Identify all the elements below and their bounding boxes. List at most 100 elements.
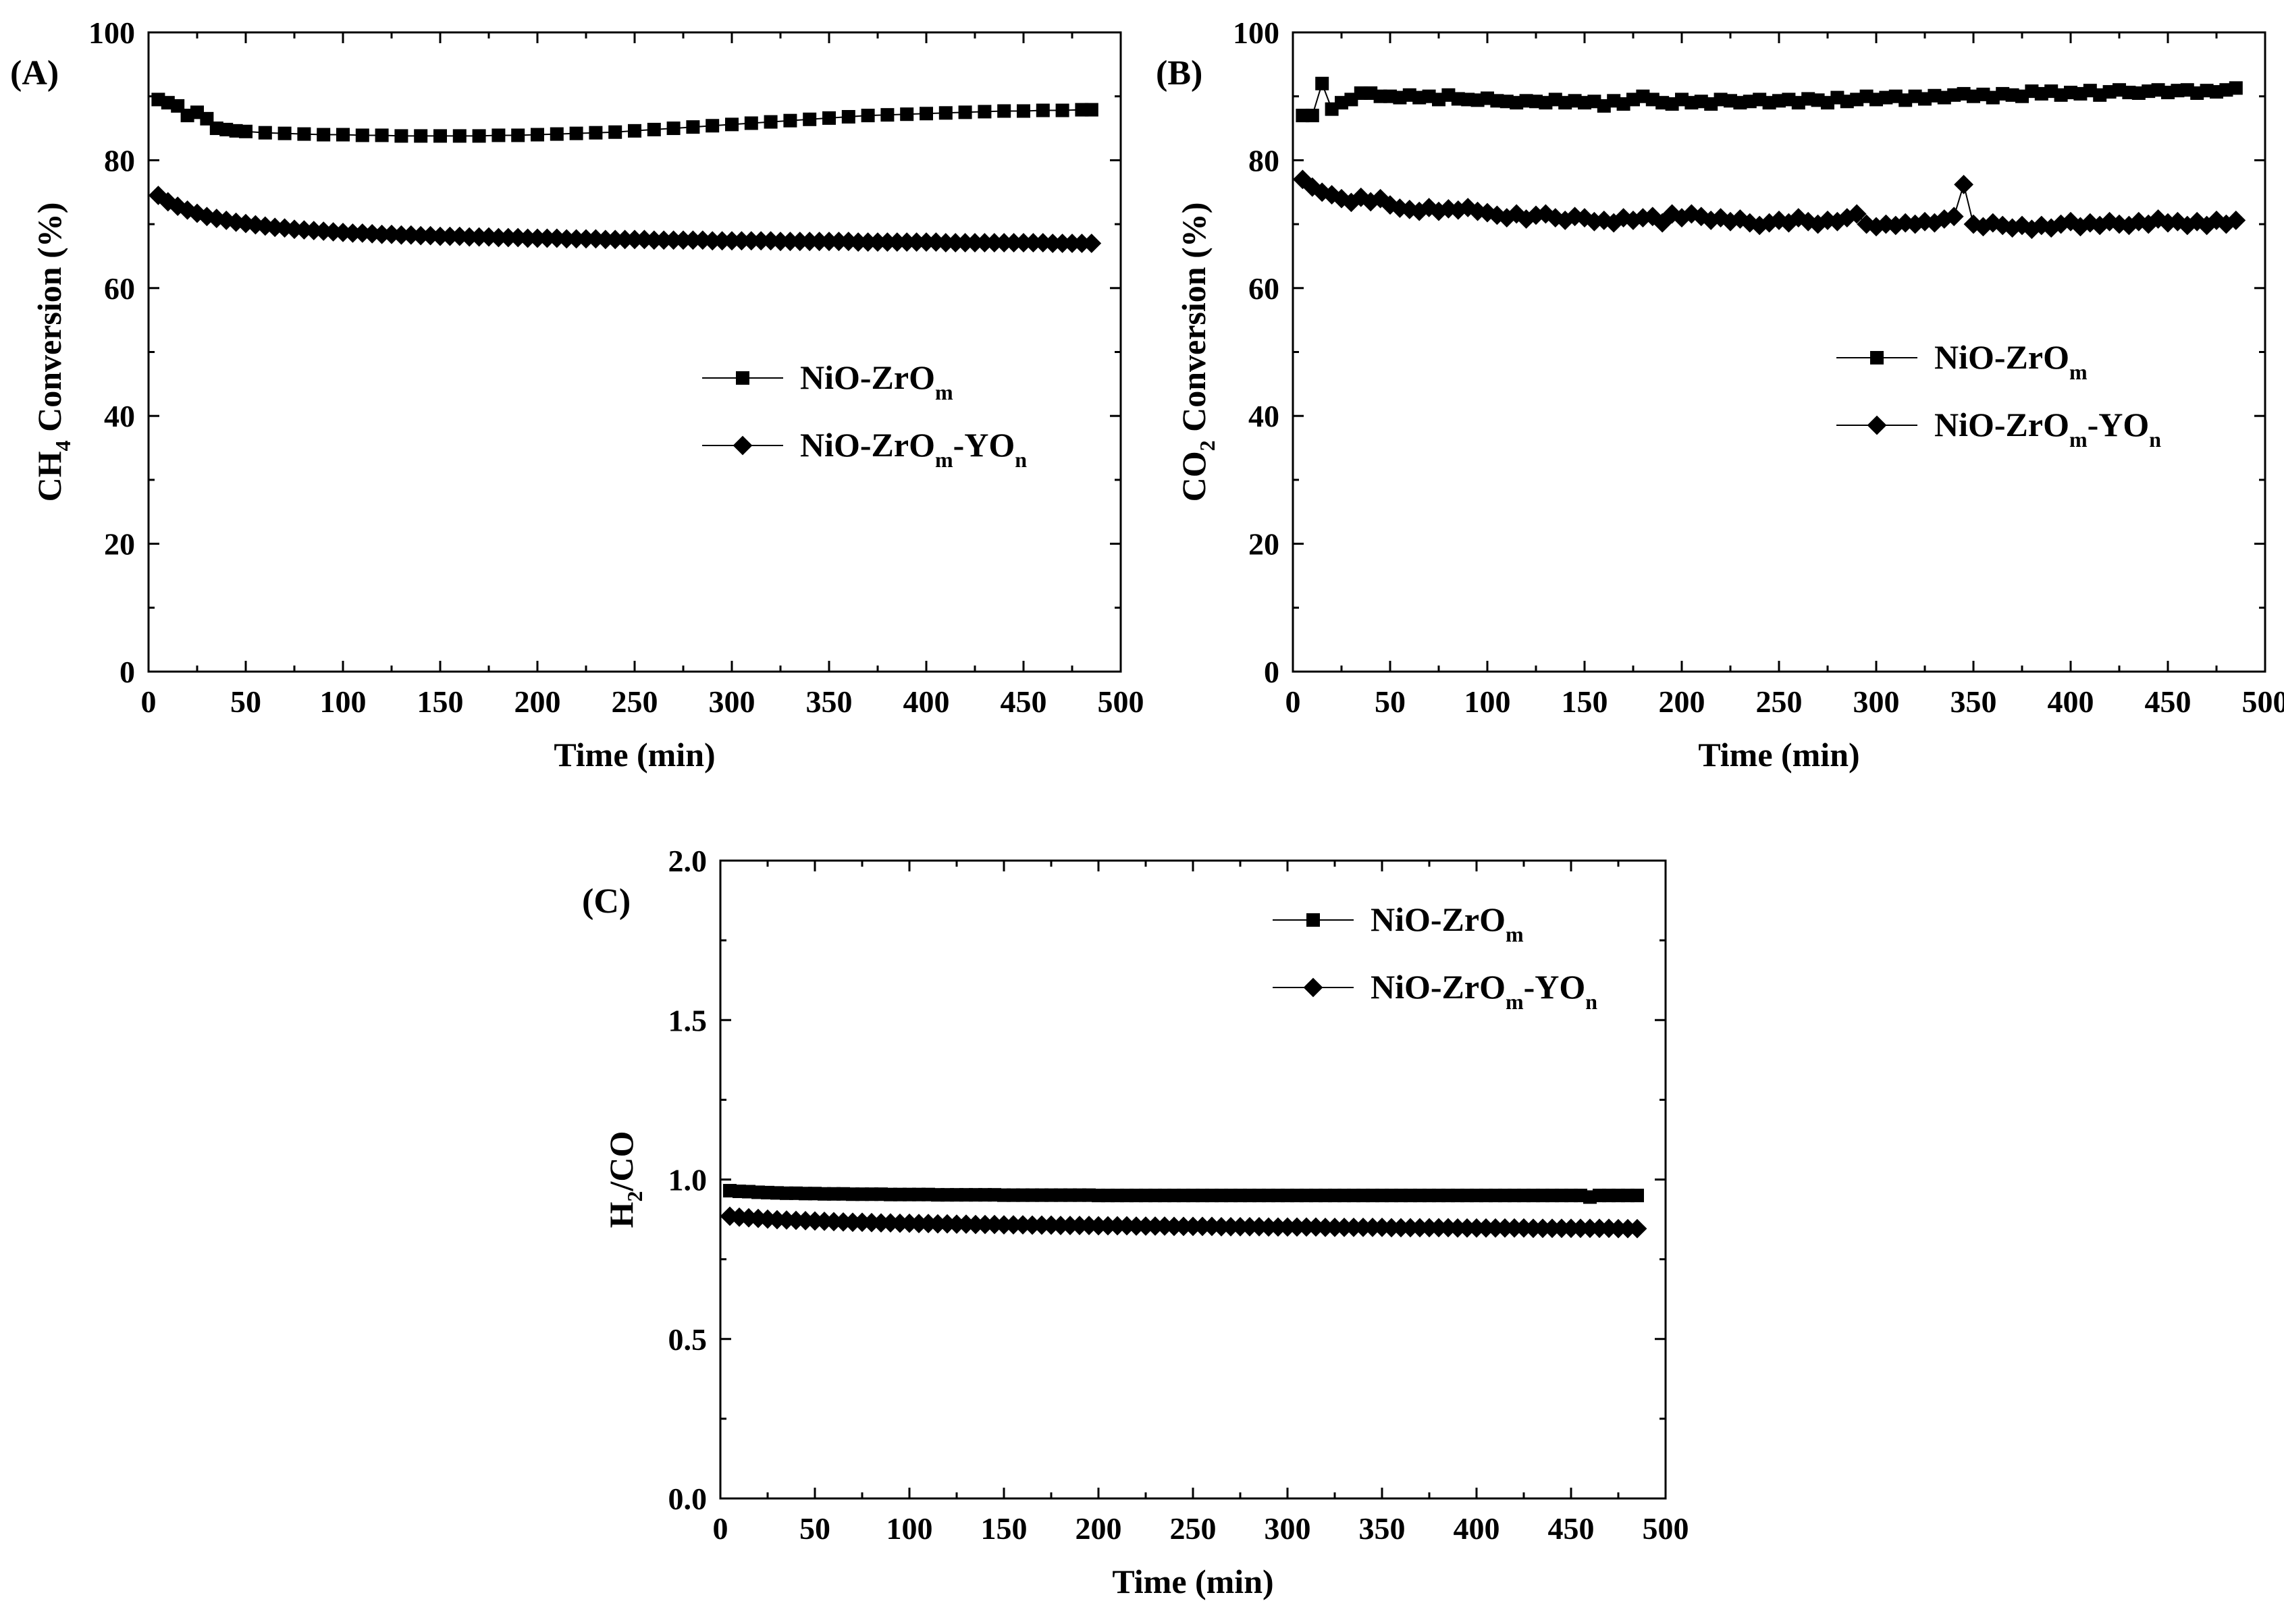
x-tick-label: 250 [1756, 684, 1803, 719]
data-point [1992, 215, 2013, 236]
x-tick-label: 50 [799, 1511, 830, 1546]
data-point [1084, 103, 1098, 117]
data-point [1380, 195, 1400, 215]
x-tick-label: 150 [1562, 684, 1608, 719]
legend-label-text: NiO-ZrO [1371, 968, 1506, 1006]
data-point [1082, 234, 1102, 253]
data-point [1315, 76, 1329, 90]
data-point [149, 186, 168, 205]
data-point [654, 230, 674, 250]
data-point [1312, 182, 1332, 202]
legend-marker [733, 435, 753, 456]
data-point [1055, 103, 1069, 117]
data-point [2119, 215, 2139, 236]
legend-label-text: NiO-ZrO [1934, 406, 2069, 443]
x-tick-label: 250 [612, 684, 658, 719]
legend-entry: NiO-ZrOm [702, 358, 953, 404]
legend-label-text: NiO-ZrO [1371, 900, 1506, 938]
data-point [841, 110, 855, 124]
data-point [1682, 204, 1701, 224]
data-point [628, 124, 641, 138]
data-point [1497, 208, 1517, 228]
data-point [1017, 104, 1030, 118]
data-point [2226, 211, 2246, 230]
panel-label: (B) [1156, 54, 1202, 92]
data-point [2022, 219, 2042, 240]
legend-label-text: NiO-ZrO [800, 358, 935, 396]
data-point [1944, 207, 1964, 227]
data-point [410, 225, 431, 246]
data-point [1662, 204, 1682, 224]
data-point [1895, 213, 1915, 233]
data-point [1876, 214, 1896, 234]
y-tick-label: 20 [104, 527, 135, 562]
data-point [2229, 81, 2243, 95]
panel-label: (A) [10, 54, 59, 92]
y-axis-label-rest: Conversion (%) [30, 202, 68, 441]
x-tick-label: 50 [1375, 684, 1406, 719]
data-point [920, 107, 933, 121]
legend-label: NiO-ZrOm-YOn [800, 426, 1027, 472]
data-point [2216, 214, 2236, 234]
legend-label-subscript: m [1506, 990, 1524, 1014]
data-point [1545, 208, 1566, 228]
legend-label-subscript: m [935, 380, 953, 404]
x-tick-label: 450 [1001, 684, 1047, 719]
data-point [304, 221, 324, 240]
data-point [1555, 211, 1575, 230]
legend-label-text: NiO-ZrO [800, 426, 935, 464]
y-tick-label: 0 [1264, 655, 1279, 689]
data-point [1305, 109, 1319, 123]
legend-label-subscript: n [1585, 990, 1597, 1014]
data-point [511, 128, 525, 142]
legend-label-subscript: m [1506, 922, 1524, 946]
x-tick-label: 200 [1075, 1511, 1122, 1546]
data-point [978, 105, 992, 119]
x-tick-label: 0 [713, 1511, 728, 1546]
data-point [1633, 208, 1653, 228]
data-point [531, 128, 544, 142]
y-axis-label: CH4 Conversion (%) [30, 202, 75, 502]
data-point [1847, 204, 1867, 224]
x-tick-label: 500 [2242, 684, 2284, 719]
x-tick-label: 250 [1170, 1511, 1217, 1546]
x-tick-label: 0 [1285, 684, 1301, 719]
data-point [666, 121, 681, 136]
y-tick-label: 2.0 [668, 844, 708, 878]
data-point [1954, 174, 1973, 194]
data-point [1925, 213, 1944, 233]
y-tick-label: 60 [104, 271, 135, 306]
x-tick-label: 100 [1464, 684, 1511, 719]
legend-label: NiO-ZrOm [800, 358, 953, 404]
data-point [589, 126, 603, 140]
legend-marker [736, 371, 749, 385]
legend-marker [1303, 977, 1323, 998]
data-point [958, 105, 972, 119]
data-point [492, 128, 506, 142]
x-tick-label: 450 [1548, 1511, 1595, 1546]
data-point [2080, 213, 2100, 233]
data-point [1711, 208, 1730, 228]
series-nio-zro [151, 92, 1098, 143]
data-point [608, 125, 622, 139]
legend-label-subscript: n [2149, 427, 2161, 452]
data-point [1740, 213, 1760, 233]
y-tick-label: 60 [1248, 271, 1279, 306]
data-point [2168, 211, 2187, 232]
data-point [1701, 211, 1721, 230]
data-point [355, 128, 369, 142]
x-tick-label: 200 [514, 684, 561, 719]
data-point [764, 115, 778, 129]
y-axis-label-rest: /CO [602, 1131, 640, 1192]
data-point [2071, 217, 2090, 237]
data-point [2090, 215, 2110, 236]
data-point [1630, 1189, 1644, 1203]
x-tick-label: 100 [886, 1511, 933, 1546]
x-tick-label: 300 [1265, 1511, 1311, 1546]
x-tick-label: 500 [1098, 684, 1144, 719]
legend-label-subscript: n [1015, 448, 1027, 472]
data-point [537, 228, 557, 248]
x-tick-label: 450 [2145, 684, 2192, 719]
data-point [803, 112, 817, 126]
x-tick-label: 350 [806, 684, 853, 719]
